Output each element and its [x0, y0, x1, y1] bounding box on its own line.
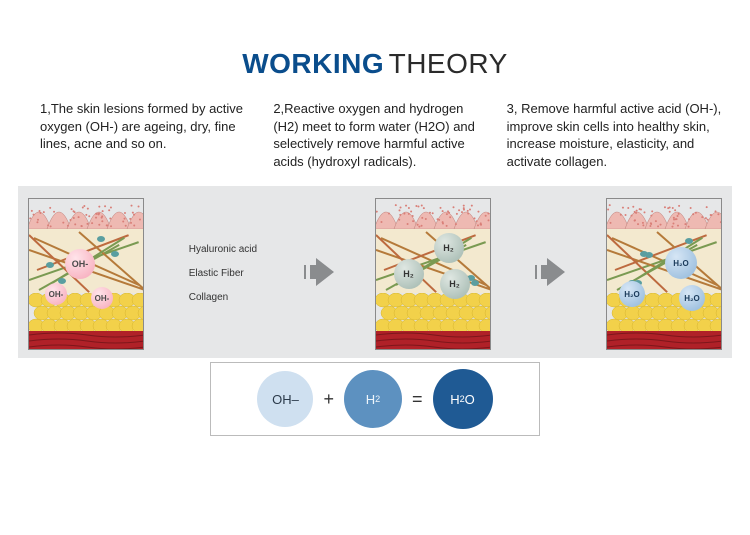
step-1-text: 1,The skin lesions formed by active oxyg…	[40, 100, 255, 170]
title-word-2: THEORY	[389, 48, 508, 79]
h2o-bubble: H₂O	[679, 285, 705, 311]
title-word-1: WORKING	[242, 48, 384, 79]
arrow-icon	[300, 258, 334, 291]
equals-sign: =	[412, 389, 423, 410]
arrow-icon	[531, 258, 565, 291]
equation-circle-oh: OH–	[257, 371, 313, 427]
h2o-bubble: H₂O	[665, 247, 697, 279]
h2-bubble: H₂	[440, 269, 470, 299]
h2-bubble: H₂	[434, 233, 464, 263]
h2o-bubble: H₂O	[619, 281, 645, 307]
legend: Hyaluronic acid Elastic Fiber Collagen	[185, 238, 259, 310]
step-2-text: 2,Reactive oxygen and hydrogen (H2) meet…	[273, 100, 488, 170]
plus-sign: +	[323, 389, 334, 410]
page-title: WORKING THEORY	[0, 0, 750, 100]
legend-item: Hyaluronic acid	[189, 238, 257, 262]
equation-box: OH– + H2 = H2O	[210, 362, 540, 436]
skin-diagram-2: H₂ H₂ H₂	[375, 198, 491, 350]
diagram-band: OH-OH-OH- Hyaluronic acid Elastic Fiber …	[18, 186, 732, 358]
legend-item: Collagen	[189, 286, 257, 310]
skin-diagram-3: H₂O H₂O H₂O	[606, 198, 722, 350]
equation-circle-h2: H2	[344, 370, 402, 428]
steps-row: 1,The skin lesions formed by active oxyg…	[0, 100, 750, 180]
step-3-text: 3, Remove harmful active acid (OH-), imp…	[507, 100, 722, 170]
legend-item: Elastic Fiber	[189, 262, 257, 286]
skin-diagram-1: OH-OH-OH-	[28, 198, 144, 350]
h2-bubble: H₂	[394, 259, 424, 289]
equation-circle-h2o: H2O	[433, 369, 493, 429]
oh-bubble: OH-	[65, 249, 95, 279]
